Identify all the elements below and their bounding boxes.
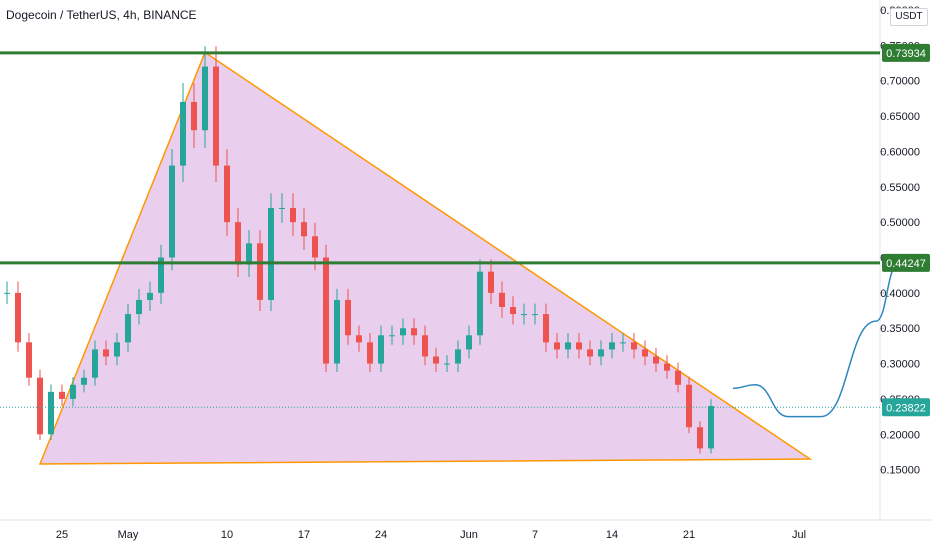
candle-body: [433, 356, 439, 364]
candle-body: [587, 349, 593, 357]
candle-body: [70, 384, 76, 399]
candle-body: [444, 363, 450, 365]
candle-body: [367, 342, 373, 364]
candle-body: [510, 307, 516, 315]
candle-body: [92, 349, 98, 378]
candle-body: [642, 349, 648, 357]
x-tick-label: 10: [221, 529, 233, 541]
candle-body: [191, 101, 197, 131]
y-tick-label: 0.15000: [880, 465, 920, 477]
candle-body: [576, 342, 582, 350]
candle-body: [378, 335, 384, 364]
candle-body: [15, 292, 21, 343]
candle-body: [48, 391, 54, 435]
candle-body: [554, 342, 560, 350]
x-tick-label: 24: [375, 529, 387, 541]
candle-body: [356, 335, 362, 343]
candle-body: [180, 101, 186, 166]
x-tick-label: Jun: [460, 529, 478, 541]
x-tick-label: May: [118, 529, 139, 541]
candle-body: [235, 222, 241, 265]
candle-body: [400, 328, 406, 336]
candle-body: [334, 299, 340, 364]
candle-body: [686, 384, 692, 428]
candle-body: [708, 406, 714, 449]
candle-body: [345, 299, 351, 336]
candle-body: [147, 292, 153, 300]
candle-body: [455, 349, 461, 364]
current-price-tag: [882, 398, 930, 417]
triangle-pattern: [38, 51, 813, 465]
level-price-tag: [882, 43, 930, 62]
candle-body: [312, 236, 318, 258]
candle-body: [257, 243, 263, 300]
candle-body: [543, 314, 549, 343]
y-tick-label: 0.50000: [880, 217, 920, 229]
currency-unit-badge[interactable]: USDT: [890, 8, 928, 26]
candle-body: [301, 222, 307, 237]
candle-body: [59, 391, 65, 399]
y-tick-label: 0.35000: [880, 323, 920, 335]
candle-body: [466, 335, 472, 350]
candle-body: [290, 208, 296, 223]
candle-body: [499, 292, 505, 307]
candle-body: [620, 342, 626, 344]
projection-path: [732, 263, 899, 418]
x-tick-label: 21: [683, 529, 695, 541]
y-tick-label: 0.70000: [880, 76, 920, 88]
candle-body: [532, 314, 538, 316]
y-tick-label: 0.20000: [880, 429, 920, 441]
candle-body: [389, 335, 395, 337]
candle-body: [81, 377, 87, 385]
y-tick-label: 0.65000: [880, 111, 920, 123]
candle-body: [246, 243, 252, 265]
y-tick-label: 0.60000: [880, 146, 920, 158]
candle-body: [158, 257, 164, 293]
candle-body: [268, 208, 274, 300]
candle-body: [675, 370, 681, 385]
candle-body: [279, 208, 285, 209]
candle-body: [422, 335, 428, 357]
x-tick-label: 14: [606, 529, 618, 541]
candle-body: [565, 342, 571, 350]
candle-body: [169, 165, 175, 258]
candle-body: [213, 66, 219, 166]
x-tick-label: Jul: [792, 529, 806, 541]
x-tick-label: 17: [298, 529, 310, 541]
candle-body: [37, 377, 43, 435]
y-tick-label: 0.55000: [880, 182, 920, 194]
candle-body: [653, 356, 659, 364]
candle-body: [26, 342, 32, 378]
candle-body: [103, 349, 109, 357]
candle-body: [411, 328, 417, 336]
y-tick-label: 0.40000: [880, 288, 920, 300]
candle-body: [477, 271, 483, 336]
candle-body: [631, 342, 637, 350]
candle-body: [114, 342, 120, 357]
candle-body: [697, 427, 703, 449]
candle-body: [4, 292, 10, 294]
candle-body: [125, 314, 131, 343]
candle-body: [136, 299, 142, 315]
candle-body: [521, 314, 527, 316]
current-price-label: 0.23822: [886, 402, 926, 414]
candle-body: [323, 257, 329, 364]
level-price-tag: [882, 253, 930, 272]
candle-body: [609, 342, 615, 350]
candle-body: [224, 165, 230, 223]
candle-body: [664, 363, 670, 371]
candle-body: [202, 66, 208, 131]
x-tick-label: 25: [56, 529, 68, 541]
x-tick-label: 7: [532, 529, 538, 541]
y-tick-label: 0.30000: [880, 359, 920, 371]
level-price-label: 0.44247: [886, 258, 926, 270]
level-price-label: 0.73934: [886, 48, 926, 60]
price-axis-panel: [880, 0, 932, 550]
chart-title: Dogecoin / TetherUS, 4h, BINANCE: [6, 8, 197, 22]
candle-body: [598, 349, 604, 357]
candle-body: [488, 271, 494, 293]
